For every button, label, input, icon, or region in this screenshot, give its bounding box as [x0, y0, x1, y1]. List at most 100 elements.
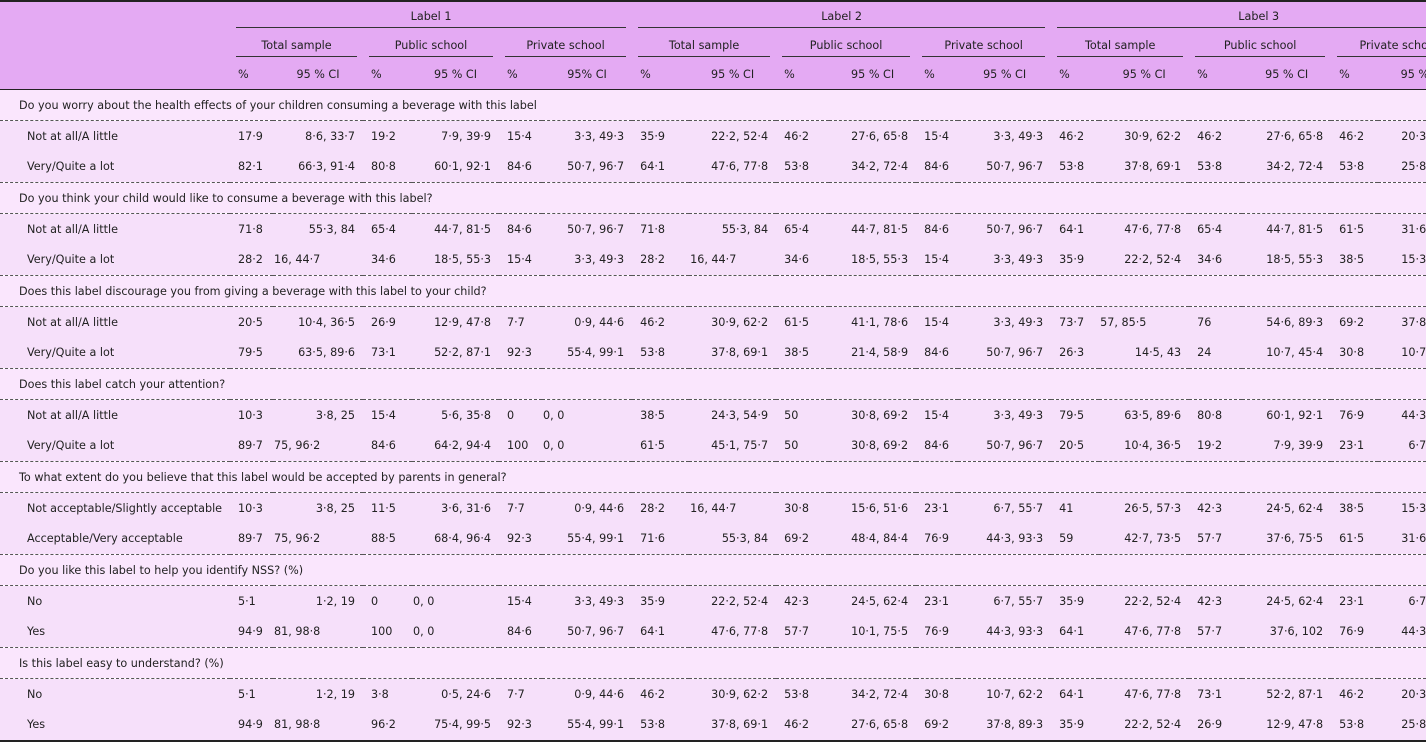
percent-cell: 15·4	[916, 306, 959, 338]
percent-cell: 46·2	[1331, 678, 1379, 710]
corner-cell	[0, 31, 230, 60]
ci-cell: 1·2, 19	[273, 585, 363, 617]
ci-cell: 22·2, 52·4	[1099, 709, 1190, 742]
table-row: Acceptable/Very acceptable 89·7 75, 96·2 88…	[0, 523, 1426, 555]
ci-cell: 6·7, 55·7	[1378, 430, 1426, 462]
percent-cell: 30·8	[916, 678, 959, 710]
ci-header: 95 % CI	[689, 60, 777, 90]
question-row: To what extent do you believe that this …	[0, 461, 1426, 493]
ci-cell: 10·7, 62·2	[958, 678, 1052, 710]
percent-header: %	[916, 60, 959, 90]
ci-header: 95 % CI	[1378, 60, 1426, 90]
percent-cell: 7·7	[499, 492, 542, 524]
percent-cell: 57·7	[1189, 616, 1243, 648]
percent-cell: 46·2	[632, 306, 690, 338]
ci-cell: 64·2, 94·4	[412, 430, 499, 462]
ci-cell: 8·6, 33·7	[273, 120, 363, 152]
question-row: Do you like this label to help you ident…	[0, 554, 1426, 586]
ci-cell: 44·3, 93·3	[1378, 616, 1426, 648]
group-header: Public school	[776, 31, 917, 60]
percent-cell: 26·9	[1189, 709, 1243, 742]
ci-cell: 75, 96·2	[273, 523, 363, 555]
ci-cell: 55·3, 84	[689, 213, 777, 245]
percent-cell: 38·5	[1331, 244, 1379, 276]
percent-cell: 84·6	[363, 430, 412, 462]
ci-cell: 22·2, 52·4	[1099, 244, 1190, 276]
ci-cell: 10·1, 75·5	[829, 616, 917, 648]
percent-cell: 61·5	[1331, 213, 1379, 245]
percent-cell: 38·5	[1331, 492, 1379, 524]
percent-cell: 28·2	[230, 244, 273, 276]
response-label: Very/Quite a lot	[0, 337, 230, 369]
ci-cell: 5·6, 35·8	[412, 399, 499, 431]
percent-cell: 17·9	[230, 120, 273, 152]
percent-cell: 28·2	[632, 492, 690, 524]
ci-cell: 18·5, 55·3	[412, 244, 499, 276]
percent-cell: 35·9	[1051, 244, 1100, 276]
ci-cell: 50·7, 96·7	[958, 337, 1052, 369]
percent-cell: 84·6	[916, 337, 959, 369]
ci-cell: 47·6, 77·8	[689, 616, 777, 648]
ci-cell: 0, 0	[542, 399, 633, 431]
table-body: Do you worry about the health effects of…	[0, 89, 1426, 742]
percent-cell: 64·1	[1051, 616, 1100, 648]
ci-cell: 15·3, 68·4	[1378, 492, 1426, 524]
percent-cell: 35·9	[632, 585, 690, 617]
ci-cell: 25·8, 79·7	[1378, 709, 1426, 742]
percent-cell: 19·2	[363, 120, 412, 152]
percent-cell: 73·7	[1051, 306, 1100, 338]
ci-cell: 14·5, 43	[1099, 337, 1190, 369]
response-label: Not at all/A little	[0, 399, 230, 431]
percent-cell: 50	[776, 399, 830, 431]
ci-cell: 63·5, 89·6	[1099, 399, 1190, 431]
label-1-header: Label 1	[230, 0, 633, 31]
ci-cell: 21·4, 58·9	[829, 337, 917, 369]
ci-cell: 37·8, 69·1	[689, 709, 777, 742]
percent-cell: 84·6	[499, 616, 542, 648]
question-row: Does this label catch your attention?	[0, 368, 1426, 400]
ci-cell: 18·5, 55·3	[829, 244, 917, 276]
percent-cell: 82·1	[230, 151, 273, 183]
percent-cell: 53·8	[776, 151, 830, 183]
ci-cell: 16, 44·7	[689, 492, 777, 524]
ci-cell: 57, 85·5	[1099, 306, 1190, 338]
ci-cell: 63·5, 89·6	[273, 337, 363, 369]
percent-cell: 26·9	[363, 306, 412, 338]
percent-cell: 57·7	[776, 616, 830, 648]
percent-cell: 10·3	[230, 399, 273, 431]
percent-cell: 23·1	[916, 492, 959, 524]
percent-cell: 80·8	[363, 151, 412, 183]
ci-cell: 7·9, 39·9	[412, 120, 499, 152]
ci-cell: 37·6, 102	[1242, 616, 1332, 648]
ci-cell: 44·3, 93·3	[958, 523, 1052, 555]
percent-cell: 53·8	[632, 709, 690, 742]
percent-cell: 3·8	[363, 678, 412, 710]
percent-cell: 76·9	[916, 523, 959, 555]
ci-cell: 37·8, 69·1	[689, 337, 777, 369]
percent-cell: 42·3	[1189, 492, 1243, 524]
percent-cell: 84·6	[916, 213, 959, 245]
question-row: Do you worry about the health effects of…	[0, 89, 1426, 121]
percent-cell: 15·4	[916, 399, 959, 431]
response-label: Acceptable/Very acceptable	[0, 523, 230, 555]
group-header: Total sample	[632, 31, 777, 60]
percent-cell: 73·1	[1189, 678, 1243, 710]
percent-cell: 89·7	[230, 430, 273, 462]
ci-cell: 10·7, 62·2	[1378, 337, 1426, 369]
response-label: Not acceptable/Slightly acceptable	[0, 492, 230, 524]
percent-cell: 73·1	[363, 337, 412, 369]
ci-cell: 6·7, 55·7	[958, 492, 1052, 524]
ci-cell: 66·3, 91·4	[273, 151, 363, 183]
ci-cell: 52·2, 87·1	[412, 337, 499, 369]
ci-cell: 55·4, 99·1	[542, 523, 633, 555]
percent-cell: 69·2	[916, 709, 959, 742]
group-header: Private school	[499, 31, 633, 60]
percent-cell: 53·8	[776, 678, 830, 710]
ci-cell: 3·3, 49·3	[958, 244, 1052, 276]
ci-cell: 3·3, 49·3	[958, 120, 1052, 152]
group-header: Private school	[916, 31, 1052, 60]
question-text: Do you worry about the health effects of…	[0, 89, 1426, 121]
ci-cell: 26·5, 57·3	[1099, 492, 1190, 524]
ci-cell: 31·6, 84·7	[1378, 213, 1426, 245]
